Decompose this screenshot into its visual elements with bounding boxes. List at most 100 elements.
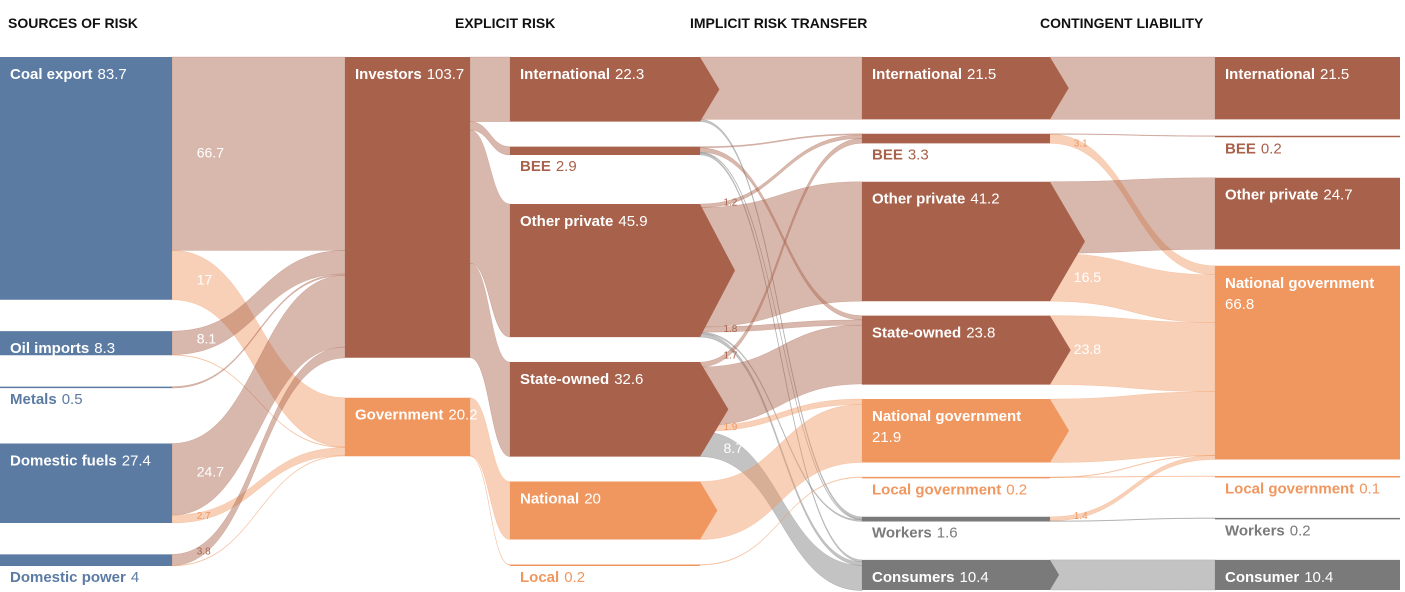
node-label: National 20 (520, 491, 601, 508)
node-label: BEE 0.2 (1225, 140, 1282, 157)
node-name: Domestic fuels (10, 453, 117, 470)
link (699, 431, 863, 591)
node-name: Workers (1225, 522, 1285, 539)
node-name: International (1225, 66, 1315, 83)
node (1215, 177, 1400, 250)
node-label: Local government 0.2 (872, 481, 1027, 498)
node-name: BEE (520, 158, 551, 175)
links (171, 56, 1216, 591)
node-name: Oil imports (10, 340, 89, 357)
node-label: Consumer 10.4 (1225, 569, 1333, 586)
link-label: 1.9 (723, 422, 737, 433)
node-value: 32.6 (614, 371, 643, 388)
link (699, 138, 863, 368)
node-value: 0.1 (1359, 480, 1380, 497)
node (862, 559, 1060, 590)
node (0, 443, 172, 523)
node (510, 57, 720, 122)
node (1215, 517, 1400, 520)
node-value: 3.3 (908, 146, 929, 163)
node (862, 399, 1070, 463)
node-name: Other private (872, 191, 965, 208)
node-label: BEE 2.9 (520, 158, 577, 175)
node-value: 21.5 (967, 66, 996, 83)
node-value: 20.2 (448, 407, 477, 424)
node-name: Local (520, 569, 559, 586)
link-label: 1.8 (723, 324, 737, 335)
node (862, 315, 1071, 385)
node-name: State-owned (520, 371, 609, 388)
node-label: Other private 45.9 (520, 213, 648, 230)
link-label: 1.7 (723, 350, 737, 361)
link-label: 3.1 (1074, 139, 1088, 150)
link-label: 3.8 (197, 546, 211, 557)
node (0, 554, 172, 566)
node-label: Metals 0.5 (10, 391, 83, 408)
link (1049, 133, 1216, 137)
node-value: 103.7 (427, 66, 465, 83)
column-header: SOURCES OF RISK (8, 15, 138, 31)
node (862, 57, 1069, 120)
node (862, 181, 1085, 302)
node-name: Coal export (10, 66, 93, 83)
link (1049, 391, 1216, 463)
link-label: 1.2 (723, 198, 737, 209)
node-label: Other private 41.2 (872, 191, 1000, 208)
node (1215, 135, 1400, 138)
node-value: 2.9 (556, 158, 577, 175)
link-label: 2.7 (197, 511, 211, 522)
node (510, 362, 729, 457)
link (171, 346, 346, 566)
node-name: Investors (355, 66, 422, 83)
node-value: 27.4 (122, 453, 151, 470)
node (1215, 265, 1400, 460)
node (0, 57, 172, 300)
link-label: 66.7 (197, 144, 224, 160)
node-name: Workers (872, 524, 932, 541)
node-value: 10.4 (960, 569, 989, 586)
node-value: 23.8 (966, 325, 995, 342)
node-label: State-owned 23.8 (872, 325, 995, 342)
node-label: International 21.5 (872, 66, 996, 83)
node-label: Other private 24.7 (1225, 187, 1353, 204)
node-name: Metals (10, 391, 57, 408)
node-name: Domestic power (10, 569, 126, 586)
node-label: Workers 1.6 (872, 524, 958, 541)
node-label: Consumers 10.4 (872, 569, 989, 586)
link (469, 56, 511, 122)
node-value: 24.7 (1323, 187, 1352, 204)
node (1215, 475, 1400, 478)
node-name: Local government (1225, 480, 1354, 497)
node-label: Workers 0.2 (1225, 522, 1311, 539)
node (345, 397, 470, 457)
column-header: IMPLICIT RISK TRANSFER (690, 15, 867, 31)
node-label: State-owned 32.6 (520, 371, 643, 388)
node-value: 0.2 (1261, 140, 1282, 157)
node (510, 481, 718, 540)
node-name: BEE (1225, 140, 1256, 157)
node-name: Consumers (872, 569, 955, 586)
link-label: 8.7 (723, 440, 743, 456)
node-label: National government 21.9 (872, 408, 1021, 446)
node-label: Investors 103.7 (355, 66, 464, 83)
node-name: International (872, 66, 962, 83)
node-name: State-owned (872, 325, 961, 342)
column-header: CONTINGENT LIABILITY (1040, 15, 1204, 31)
link (1049, 559, 1216, 591)
node-label: Government 20.2 (355, 407, 478, 424)
node-value: 21.5 (1320, 66, 1349, 83)
node (510, 146, 700, 156)
node-name: Government (355, 407, 443, 424)
node-value: 22.3 (615, 66, 644, 83)
link-label: 16.5 (1074, 269, 1101, 285)
link (1049, 56, 1216, 120)
node (345, 57, 470, 358)
node-name: National government (872, 408, 1021, 425)
nodes (0, 57, 1400, 590)
node-name: National (520, 491, 579, 508)
node (1215, 559, 1400, 590)
node-name: Local government (872, 481, 1001, 498)
node-label: BEE 3.3 (872, 146, 929, 163)
node (0, 386, 172, 389)
